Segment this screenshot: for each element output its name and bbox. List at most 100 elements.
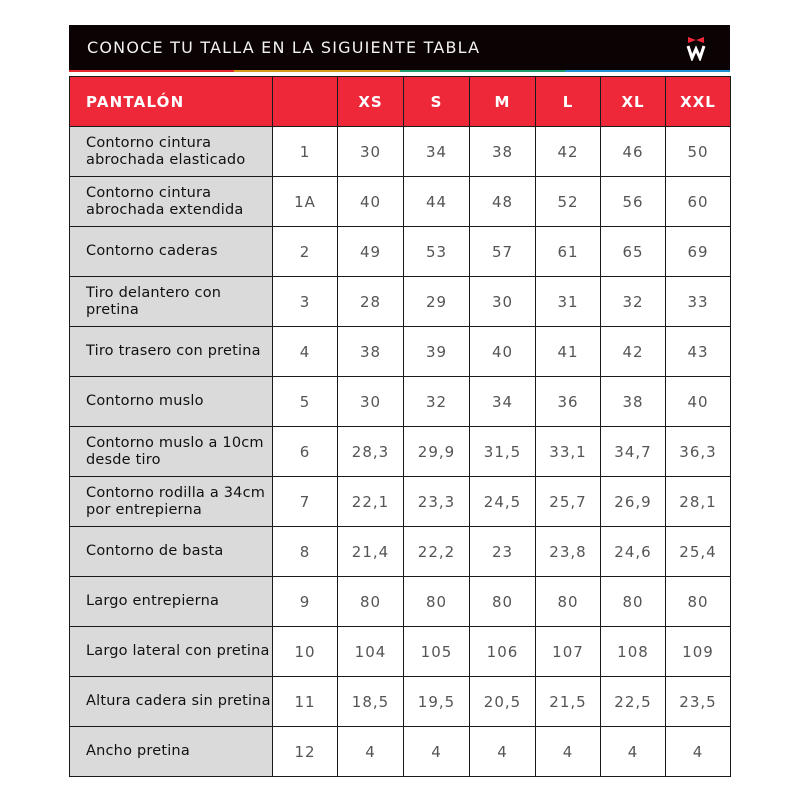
size-value: 24,5 bbox=[469, 476, 536, 527]
column-header: XS bbox=[337, 76, 404, 127]
measure-number: 7 bbox=[272, 476, 338, 527]
measure-number: 12 bbox=[272, 726, 338, 777]
measure-label: Contorno muslo bbox=[69, 376, 273, 427]
size-value: 105 bbox=[403, 626, 470, 677]
table-row: Largo entrepierna 9 80 80 80 80 80 80 bbox=[69, 576, 731, 627]
measure-number: 5 bbox=[272, 376, 338, 427]
size-value: 46 bbox=[600, 126, 666, 177]
size-value: 60 bbox=[665, 176, 731, 227]
size-value: 53 bbox=[403, 226, 470, 277]
size-value: 28 bbox=[337, 276, 404, 327]
size-value: 19,5 bbox=[403, 676, 470, 727]
measure-label: Contorno cintura abrochada elasticado bbox=[69, 126, 273, 177]
measure-label: Tiro trasero con pretina bbox=[69, 326, 273, 377]
measure-number: 1 bbox=[272, 126, 338, 177]
measure-number: 10 bbox=[272, 626, 338, 677]
table-row: Tiro trasero con pretina 4 38 39 40 41 42 43 bbox=[69, 326, 731, 377]
measure-number: 6 bbox=[272, 426, 338, 477]
size-value: 4 bbox=[535, 726, 601, 777]
size-value: 80 bbox=[600, 576, 666, 627]
size-value: 28,1 bbox=[665, 476, 731, 527]
size-value: 23,8 bbox=[535, 526, 601, 577]
size-value: 42 bbox=[535, 126, 601, 177]
size-value: 50 bbox=[665, 126, 731, 177]
table-row: Contorno rodilla a 34cm por entrepierna 7… bbox=[69, 476, 731, 527]
size-value: 29,9 bbox=[403, 426, 470, 477]
measure-label: Ancho pretina bbox=[69, 726, 273, 777]
size-value: 80 bbox=[535, 576, 601, 627]
size-value: 32 bbox=[600, 276, 666, 327]
size-value: 65 bbox=[600, 226, 666, 277]
size-value: 22,1 bbox=[337, 476, 404, 527]
measure-number: 9 bbox=[272, 576, 338, 627]
size-value: 34 bbox=[403, 126, 470, 177]
size-value: 38 bbox=[469, 126, 536, 177]
size-value: 21,5 bbox=[535, 676, 601, 727]
size-value: 30 bbox=[337, 126, 404, 177]
column-header: L bbox=[535, 76, 601, 127]
size-value: 36,3 bbox=[665, 426, 731, 477]
measure-label: Altura cadera sin pretina bbox=[69, 676, 273, 727]
measure-label: Contorno rodilla a 34cm por entrepierna bbox=[69, 476, 273, 527]
size-table: PANTALÓN XS S M L XL XXL Contorno cintura abro… bbox=[69, 76, 731, 777]
measure-label: Largo lateral con pretina bbox=[69, 626, 273, 677]
size-value: 4 bbox=[469, 726, 536, 777]
table-row: Tiro delantero con pretina 3 28 29 30 31 32 33 bbox=[69, 276, 731, 327]
measure-number: 8 bbox=[272, 526, 338, 577]
table-row: Contorno caderas 2 49 53 57 61 65 69 bbox=[69, 226, 731, 277]
measure-number: 2 bbox=[272, 226, 338, 277]
table-row: Contorno de basta 8 21,4 22,2 23 23,8 24,6 25,4 bbox=[69, 526, 731, 577]
size-value: 21,4 bbox=[337, 526, 404, 577]
size-value: 106 bbox=[469, 626, 536, 677]
size-value: 39 bbox=[403, 326, 470, 377]
size-value: 23,5 bbox=[665, 676, 731, 727]
table-row: Contorno muslo a 10cm desde tiro 6 28,3 29,… bbox=[69, 426, 731, 477]
size-value: 61 bbox=[535, 226, 601, 277]
color-stripe bbox=[69, 70, 730, 72]
size-value: 18,5 bbox=[337, 676, 404, 727]
column-header: XXL bbox=[665, 76, 731, 127]
size-value: 104 bbox=[337, 626, 404, 677]
size-value: 29 bbox=[403, 276, 470, 327]
measure-number: 11 bbox=[272, 676, 338, 727]
size-value: 52 bbox=[535, 176, 601, 227]
size-value: 22,5 bbox=[600, 676, 666, 727]
size-value: 80 bbox=[337, 576, 404, 627]
size-value: 41 bbox=[535, 326, 601, 377]
size-value: 80 bbox=[469, 576, 536, 627]
measure-label: Contorno caderas bbox=[69, 226, 273, 277]
size-value: 31 bbox=[535, 276, 601, 327]
header-bar: CONOCE TU TALLA EN LA SIGUIENTE TABLA bbox=[69, 25, 730, 71]
measure-number: 4 bbox=[272, 326, 338, 377]
size-value: 40 bbox=[665, 376, 731, 427]
size-value: 24,6 bbox=[600, 526, 666, 577]
measure-label: Contorno cintura abrochada extendida bbox=[69, 176, 273, 227]
size-value: 26,9 bbox=[600, 476, 666, 527]
size-value: 34,7 bbox=[600, 426, 666, 477]
table-row: Contorno cintura abrochada extendida 1A 40… bbox=[69, 176, 731, 227]
size-value: 49 bbox=[337, 226, 404, 277]
size-value: 40 bbox=[469, 326, 536, 377]
size-value: 42 bbox=[600, 326, 666, 377]
size-value: 34 bbox=[469, 376, 536, 427]
size-value: 33 bbox=[665, 276, 731, 327]
table-row: Largo lateral con pretina 10 104 105 106 107 1… bbox=[69, 626, 731, 677]
measure-label: Largo entrepierna bbox=[69, 576, 273, 627]
measure-number: 3 bbox=[272, 276, 338, 327]
size-value: 23 bbox=[469, 526, 536, 577]
column-header: PANTALÓN bbox=[69, 76, 273, 127]
size-value: 30 bbox=[337, 376, 404, 427]
size-value: 57 bbox=[469, 226, 536, 277]
table-row: Contorno muslo 5 30 32 34 36 38 40 bbox=[69, 376, 731, 427]
size-value: 32 bbox=[403, 376, 470, 427]
size-value: 38 bbox=[337, 326, 404, 377]
size-value: 4 bbox=[665, 726, 731, 777]
size-value: 80 bbox=[665, 576, 731, 627]
size-value: 25,4 bbox=[665, 526, 731, 577]
size-value: 107 bbox=[535, 626, 601, 677]
size-value: 4 bbox=[403, 726, 470, 777]
size-value: 69 bbox=[665, 226, 731, 277]
size-value: 4 bbox=[337, 726, 404, 777]
size-value: 36 bbox=[535, 376, 601, 427]
size-value: 56 bbox=[600, 176, 666, 227]
